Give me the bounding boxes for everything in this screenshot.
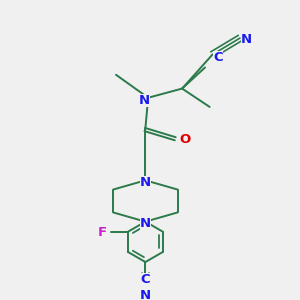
- Text: N: N: [139, 94, 150, 107]
- Text: N: N: [140, 289, 151, 300]
- Text: N: N: [140, 217, 151, 230]
- Text: C: C: [213, 51, 223, 64]
- Text: O: O: [179, 133, 190, 146]
- Text: F: F: [98, 226, 107, 239]
- Text: N: N: [140, 176, 151, 189]
- Text: C: C: [141, 273, 150, 286]
- Text: N: N: [241, 33, 252, 46]
